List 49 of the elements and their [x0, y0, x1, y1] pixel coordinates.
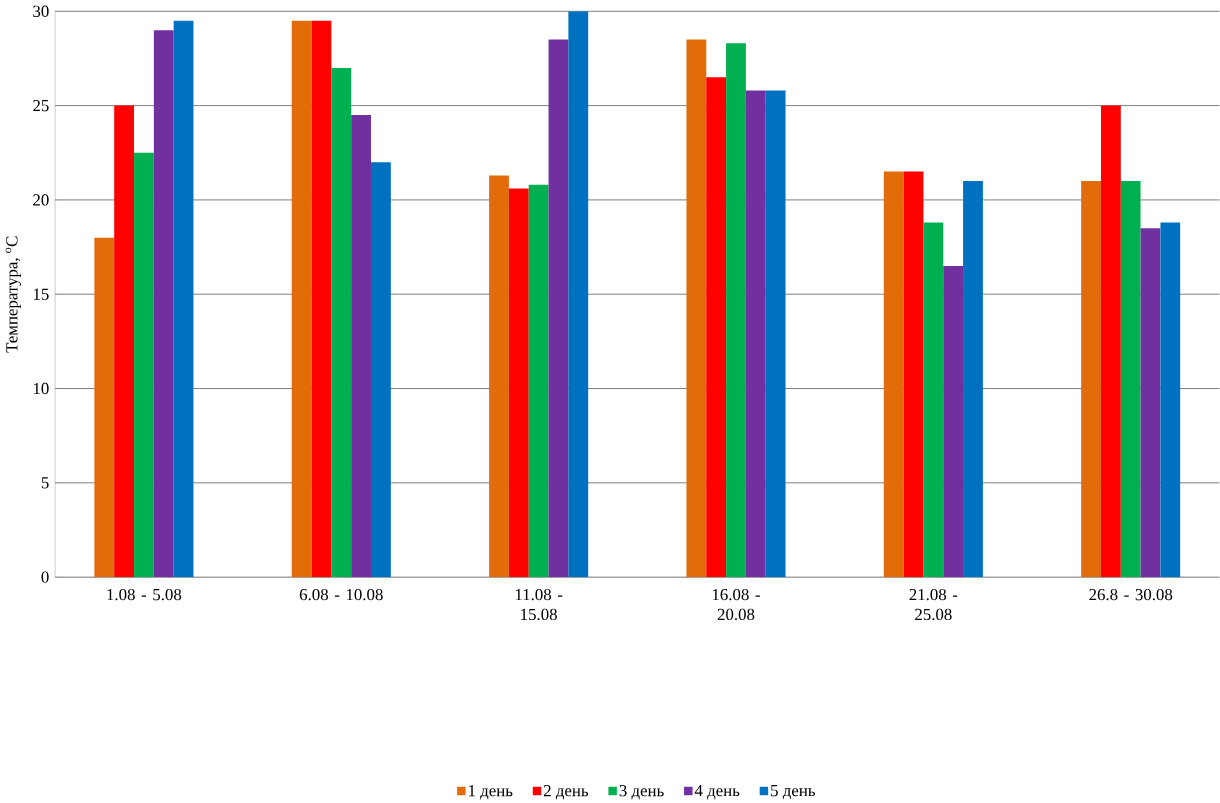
y-tick-label: 30: [33, 5, 49, 18]
bar: [1100, 105, 1121, 578]
bar: [1160, 222, 1181, 578]
x-tick-label: 16.08 - 20.08: [712, 589, 760, 621]
bar: [173, 20, 194, 578]
y-tick-label: 20: [33, 194, 49, 206]
bar: [291, 20, 312, 578]
bar: [1120, 181, 1141, 578]
y-tick-label: 15: [33, 288, 49, 301]
y-axis-title: Температура, $^{o}$С: [5, 236, 22, 353]
legend-label: 1 день: [469, 785, 513, 800]
x-tick-label: 21.08 - 25.08: [909, 589, 958, 621]
bar: [883, 171, 904, 578]
y-tick-label: 0: [41, 571, 49, 583]
y-tick-label: 25: [33, 100, 49, 112]
bar: [568, 11, 589, 578]
bar: [351, 115, 371, 578]
x-tick-label: 6.08 - 10.08: [299, 589, 383, 601]
bar: [963, 181, 983, 578]
x-tick-label: 1.08 - 5.08: [107, 589, 182, 601]
bar: [153, 30, 174, 578]
bar: [923, 222, 944, 578]
bar: [706, 77, 727, 578]
bar: [903, 171, 924, 578]
bar: [114, 105, 135, 578]
legend-label: 4 день: [694, 785, 740, 800]
bar: [311, 20, 332, 578]
bar: [94, 237, 115, 578]
bar: [726, 43, 746, 578]
bar: [548, 39, 569, 578]
bar: [528, 184, 549, 578]
x-tick-label: 11.08 - 15.08: [515, 589, 563, 621]
x-tick-label: 26.8 - 30.08: [1089, 589, 1173, 601]
bar: [508, 188, 529, 578]
bar: [489, 175, 509, 578]
bar: [1081, 181, 1101, 578]
bar: [765, 90, 786, 578]
bar: [943, 266, 964, 578]
legend-label: 2 день: [543, 785, 589, 800]
bar: [371, 162, 391, 578]
bar: [331, 68, 352, 578]
legend-label: 5 день: [771, 785, 816, 800]
bar: [686, 39, 707, 578]
bar: [745, 90, 766, 578]
bar: [134, 152, 154, 578]
y-tick-label: 10: [33, 383, 49, 395]
bar: [1140, 228, 1161, 578]
y-tick-label: 5: [41, 477, 49, 489]
legend-label: 3 день: [619, 785, 664, 800]
